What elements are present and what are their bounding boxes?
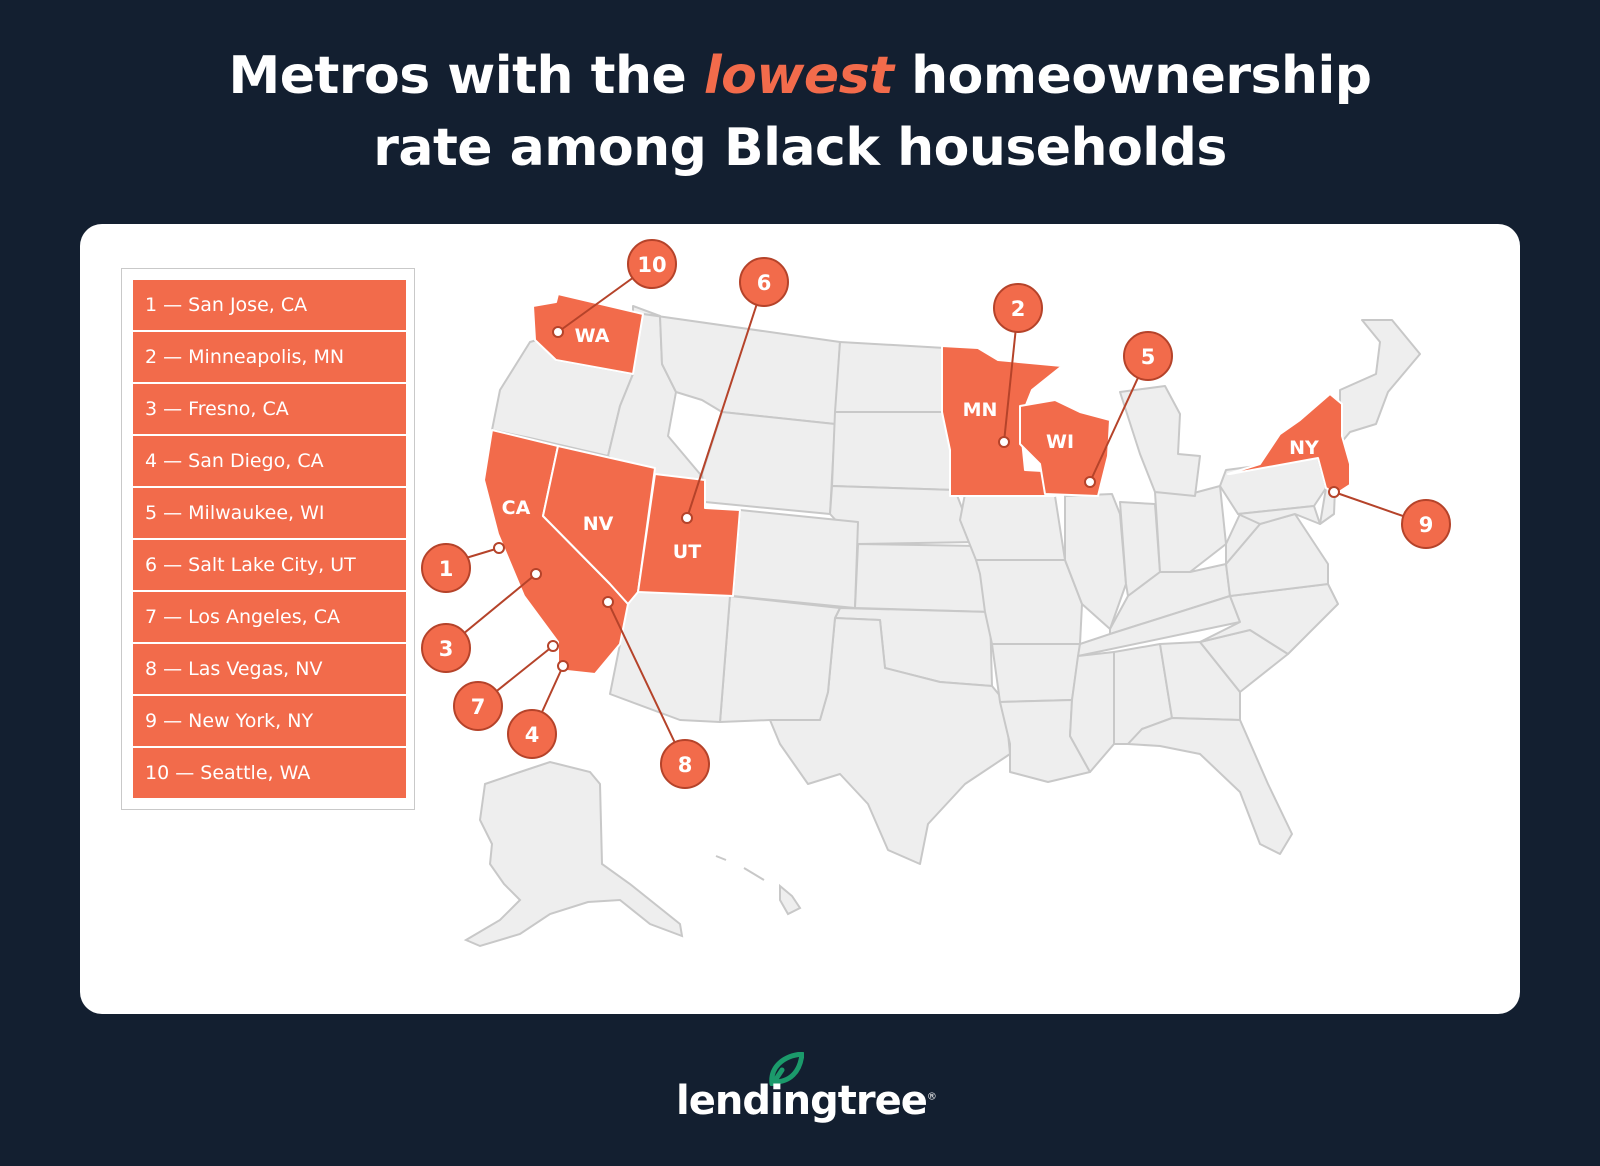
leader-6 <box>686 281 765 519</box>
svg-text:9: 9 <box>1419 513 1434 537</box>
state-ut <box>637 473 741 597</box>
svg-text:5: 5 <box>1141 345 1156 369</box>
legend: 1 — San Jose, CA 2 — Minneapolis, MN 3 —… <box>121 268 415 810</box>
lendingtree-logo[interactable]: lendingtree® <box>676 1078 937 1124</box>
title-line-1: Metros with the lowest homeownership <box>228 46 1372 106</box>
title-line-2: rate among Black households <box>373 118 1227 178</box>
marker-3: 3 <box>421 623 471 673</box>
label-ny: NY <box>1289 437 1319 459</box>
label-wi: WI <box>1046 431 1074 453</box>
state-ia <box>959 493 1066 561</box>
state-ny <box>1227 393 1371 495</box>
city-dot-fresno <box>530 568 542 580</box>
map-card: WA CA NV UT MN WI NY <box>80 224 1520 1014</box>
city-dot-milwaukee <box>1084 476 1096 488</box>
svg-text:3: 3 <box>439 637 454 661</box>
city-dot-los-angeles <box>547 640 559 652</box>
legend-item-2: 2 — Minneapolis, MN <box>133 332 406 382</box>
base-states <box>491 305 1421 865</box>
state-ks <box>854 543 991 613</box>
alaska-hawaii <box>463 760 802 948</box>
label-wa: WA <box>575 325 610 347</box>
state-mn <box>941 345 1063 497</box>
svg-text:6: 6 <box>757 271 772 295</box>
svg-text:10: 10 <box>637 253 666 277</box>
marker-1: 1 <box>421 543 471 593</box>
marker-2: 2 <box>993 283 1043 333</box>
legend-item-10: 10 — Seattle, WA <box>133 748 406 798</box>
state-ak <box>463 760 684 948</box>
rank-markers: 10 6 2 5 1 3 7 4 8 9 <box>421 239 1451 789</box>
marker-7: 7 <box>453 681 503 731</box>
legend-item-8: 8 — Las Vegas, NV <box>133 644 406 694</box>
marker-6: 6 <box>739 257 789 307</box>
state-ne <box>829 485 976 545</box>
city-dot-minneapolis <box>998 436 1010 448</box>
registered-mark: ® <box>926 1091 937 1103</box>
marker-10: 10 <box>627 239 677 289</box>
chart-title: Metros with the lowest homeownership rat… <box>0 40 1600 184</box>
label-nv: NV <box>583 513 614 535</box>
state-mo <box>975 559 1083 645</box>
svg-text:7: 7 <box>471 695 486 719</box>
city-dot-las-vegas <box>602 596 614 608</box>
state-nc <box>1199 583 1339 655</box>
state-ga <box>1159 641 1241 721</box>
state-hi <box>715 855 802 916</box>
state-labels: WA CA NV UT MN WI NY <box>502 325 1319 563</box>
state-fl <box>1127 717 1293 855</box>
state-il <box>1064 493 1127 630</box>
marker-5: 5 <box>1123 331 1173 381</box>
city-dot-new-york <box>1328 486 1340 498</box>
state-nd <box>834 341 953 413</box>
marker-8: 8 <box>660 739 710 789</box>
legend-list: 1 — San Jose, CA 2 — Minneapolis, MN 3 —… <box>133 280 406 800</box>
state-wy <box>701 411 836 515</box>
legend-item-9: 9 — New York, NY <box>133 696 406 746</box>
marker-4: 4 <box>507 709 557 759</box>
svg-text:4: 4 <box>525 723 540 747</box>
highlighted-states <box>483 293 1371 675</box>
city-dot-san-diego <box>557 660 569 672</box>
state-ne-states <box>1339 319 1421 445</box>
title-highlight: lowest <box>703 46 894 106</box>
city-dots <box>493 326 1340 672</box>
label-ca: CA <box>502 497 531 519</box>
state-nv <box>542 445 656 605</box>
city-dot-san-jose <box>493 542 505 554</box>
leaf-icon <box>769 1052 804 1086</box>
svg-text:8: 8 <box>678 753 693 777</box>
legend-item-6: 6 — Salt Lake City, UT <box>133 540 406 590</box>
state-mi <box>1119 385 1201 497</box>
label-ut: UT <box>673 541 701 563</box>
leader-8 <box>607 601 686 765</box>
marker-9: 9 <box>1401 499 1451 549</box>
state-sd <box>831 411 956 491</box>
state-oh <box>1154 485 1227 573</box>
legend-item-5: 5 — Milwaukee, WI <box>133 488 406 538</box>
legend-item-7: 7 — Los Angeles, CA <box>133 592 406 642</box>
city-dot-seattle <box>552 326 564 338</box>
state-ar <box>991 643 1081 703</box>
us-map: WA CA NV UT MN WI NY <box>421 239 1451 948</box>
state-co <box>732 509 859 609</box>
city-dot-salt-lake-city <box>681 512 693 524</box>
svg-text:2: 2 <box>1011 297 1026 321</box>
state-md <box>1237 505 1321 525</box>
legend-item-3: 3 — Fresno, CA <box>133 384 406 434</box>
label-mn: MN <box>963 399 998 421</box>
state-nm <box>719 595 841 723</box>
state-wi <box>1019 399 1111 497</box>
svg-text:1: 1 <box>439 557 454 581</box>
legend-item-1: 1 — San Jose, CA <box>133 280 406 330</box>
legend-item-4: 4 — San Diego, CA <box>133 436 406 486</box>
state-wa <box>532 293 644 375</box>
